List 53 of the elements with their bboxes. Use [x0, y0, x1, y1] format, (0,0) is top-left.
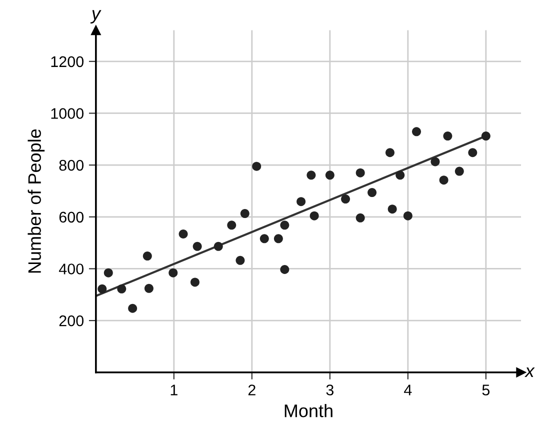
point	[192, 242, 202, 251]
y-tick-label: 400	[58, 264, 84, 274]
text: x	[524, 368, 535, 378]
point	[168, 268, 178, 278]
point	[236, 256, 245, 265]
point	[128, 304, 138, 313]
point	[385, 148, 394, 158]
point	[227, 220, 236, 230]
point	[403, 211, 412, 220]
point	[396, 170, 405, 180]
point	[306, 170, 316, 180]
point	[214, 242, 223, 251]
point	[240, 209, 250, 218]
point	[144, 284, 154, 293]
y-axis-title: Number of People	[28, 129, 45, 273]
point	[252, 162, 262, 171]
point	[104, 268, 113, 278]
point	[190, 278, 200, 287]
x-tick-label: 2	[248, 384, 256, 396]
point	[341, 194, 350, 204]
point	[430, 157, 440, 166]
point	[98, 284, 107, 294]
point	[368, 188, 377, 198]
point	[142, 252, 152, 261]
x-tick-label: 5	[482, 384, 490, 396]
point	[454, 166, 464, 176]
point	[412, 127, 421, 136]
point	[178, 229, 188, 238]
point	[274, 234, 283, 244]
text: y	[90, 10, 102, 24]
point	[468, 148, 478, 158]
x-tick-label: 3	[326, 384, 334, 396]
y-tick-label: 800	[59, 160, 84, 171]
y-tick-label: 1200	[51, 56, 84, 68]
y-tick-label: 600	[59, 212, 84, 223]
point	[260, 234, 269, 244]
y-tick-label: 1000	[51, 108, 84, 119]
point	[481, 132, 490, 141]
point	[280, 220, 290, 230]
point	[356, 168, 365, 178]
point	[388, 204, 397, 214]
point	[356, 213, 365, 222]
point	[439, 176, 448, 185]
x-axis-title: Month	[284, 404, 332, 418]
point	[310, 211, 319, 220]
y-tick-label: 200	[59, 315, 84, 326]
x-tick-label: 1	[170, 384, 178, 396]
x-tick-label: 4	[404, 384, 412, 396]
point	[443, 132, 452, 141]
point	[325, 170, 334, 180]
point	[280, 265, 290, 274]
point	[117, 284, 126, 294]
point	[296, 197, 306, 206]
